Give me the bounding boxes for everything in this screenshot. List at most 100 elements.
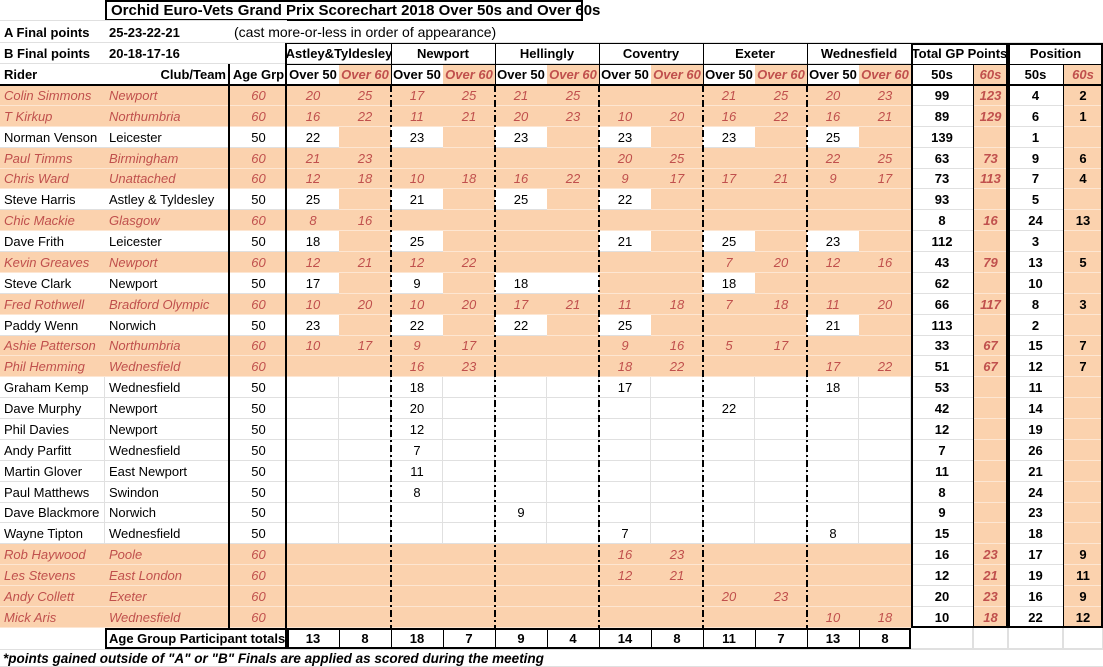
- total-60s-cell[interactable]: 129: [973, 105, 1008, 127]
- position-60s-cell[interactable]: [1063, 231, 1103, 252]
- score-cell[interactable]: [495, 440, 547, 461]
- score-cell[interactable]: [703, 440, 755, 461]
- position-60s-cell[interactable]: [1063, 189, 1103, 211]
- rider-age-group[interactable]: 50: [230, 231, 287, 252]
- score-cell[interactable]: [495, 565, 547, 586]
- age-group-total-cell[interactable]: 8: [673, 631, 681, 646]
- rider-name[interactable]: Mick Aris: [0, 606, 105, 628]
- score-cell[interactable]: 9: [807, 168, 859, 190]
- score-cell[interactable]: 16: [391, 356, 443, 378]
- rider-club[interactable]: East Newport: [105, 461, 230, 482]
- position-60s-cell[interactable]: 9: [1063, 544, 1103, 566]
- score-cell[interactable]: [547, 544, 599, 566]
- position-60s-cell[interactable]: 1: [1063, 105, 1103, 127]
- position-50s-cell[interactable]: 23: [1008, 503, 1063, 524]
- position-50s-header[interactable]: 50s: [1024, 67, 1047, 82]
- score-cell[interactable]: 16: [651, 335, 703, 357]
- position-50s-cell[interactable]: 24: [1008, 210, 1063, 231]
- score-cell[interactable]: 12: [391, 252, 443, 273]
- score-cell[interactable]: 9: [599, 335, 651, 357]
- score-cell[interactable]: [755, 356, 807, 378]
- position-50s-cell[interactable]: 8: [1008, 294, 1063, 315]
- score-cell[interactable]: 23: [547, 105, 599, 127]
- rider-name[interactable]: Phil Davies: [0, 419, 105, 440]
- club-column-header[interactable]: Club/Team: [160, 67, 227, 82]
- score-cell[interactable]: [599, 272, 651, 294]
- age-group-total-cell[interactable]: 8: [881, 631, 889, 646]
- total-60s-cell[interactable]: 67: [973, 356, 1008, 378]
- total-50s-cell[interactable]: 15: [911, 523, 973, 544]
- position-60s-cell[interactable]: [1063, 502, 1103, 524]
- score-cell[interactable]: [755, 544, 807, 566]
- position-50s-cell[interactable]: 19: [1008, 419, 1063, 440]
- score-cell[interactable]: [391, 503, 443, 524]
- score-cell[interactable]: [651, 461, 703, 482]
- score-cell[interactable]: [547, 606, 599, 628]
- score-cell[interactable]: 23: [339, 147, 391, 169]
- score-cell[interactable]: [599, 606, 651, 628]
- position-50s-cell[interactable]: 1: [1008, 127, 1063, 148]
- score-cell[interactable]: [755, 210, 807, 232]
- score-cell[interactable]: [495, 461, 547, 482]
- score-cell[interactable]: 22: [703, 398, 755, 419]
- score-cell[interactable]: [599, 461, 651, 482]
- score-cell[interactable]: 20: [807, 85, 859, 106]
- score-cell[interactable]: 10: [391, 168, 443, 190]
- score-cell[interactable]: [651, 398, 703, 419]
- score-cell[interactable]: [547, 440, 599, 461]
- rider-name[interactable]: Les Stevens: [0, 565, 105, 586]
- position-60s-cell[interactable]: 9: [1063, 586, 1103, 607]
- score-cell[interactable]: [495, 482, 547, 503]
- score-cell[interactable]: [339, 272, 391, 294]
- score-cell[interactable]: 22: [599, 189, 651, 210]
- score-cell[interactable]: [495, 606, 547, 628]
- total-60s-cell[interactable]: 73: [973, 147, 1008, 169]
- score-cell[interactable]: 18: [807, 377, 859, 398]
- total-60s-header[interactable]: 60s: [973, 64, 1008, 85]
- score-cell[interactable]: [859, 377, 911, 398]
- score-cell[interactable]: [651, 126, 703, 148]
- score-cell[interactable]: [547, 126, 599, 148]
- position-60s-cell[interactable]: 4: [1063, 168, 1103, 190]
- total-50s-cell[interactable]: 12: [911, 419, 973, 440]
- position-60s-cell[interactable]: [1063, 126, 1103, 148]
- score-cell[interactable]: [859, 565, 911, 586]
- rider-age-group[interactable]: 50: [230, 482, 287, 503]
- score-cell[interactable]: [651, 231, 703, 252]
- score-cell[interactable]: 23: [391, 127, 443, 148]
- score-cell[interactable]: 23: [287, 315, 339, 336]
- score-cell[interactable]: [599, 482, 651, 503]
- total-50s-cell[interactable]: 16: [911, 544, 973, 565]
- total-50s-cell[interactable]: 53: [911, 377, 973, 398]
- position-50s-cell[interactable]: 19: [1008, 565, 1063, 586]
- score-cell[interactable]: 9: [599, 168, 651, 190]
- rider-club[interactable]: Swindon: [105, 482, 230, 503]
- rider-name[interactable]: Paul Matthews: [0, 482, 105, 503]
- position-60s-cell[interactable]: [1063, 481, 1103, 503]
- total-50s-cell[interactable]: 89: [911, 106, 973, 127]
- score-cell[interactable]: [443, 461, 495, 482]
- score-cell[interactable]: 21: [859, 105, 911, 127]
- age-group-total-cell[interactable]: 7: [777, 631, 785, 646]
- score-cell[interactable]: 8: [807, 523, 859, 544]
- score-cell[interactable]: [339, 503, 391, 524]
- score-cell[interactable]: 11: [807, 293, 859, 315]
- score-cell[interactable]: [755, 482, 807, 503]
- score-cell[interactable]: [547, 461, 599, 482]
- score-cell[interactable]: [443, 586, 495, 607]
- score-cell[interactable]: 25: [599, 315, 651, 336]
- rider-name[interactable]: Ashie Patterson: [0, 335, 105, 357]
- score-cell[interactable]: [651, 210, 703, 232]
- score-cell[interactable]: [443, 440, 495, 461]
- position-50s-cell[interactable]: 13: [1008, 252, 1063, 273]
- score-cell[interactable]: [547, 335, 599, 357]
- over-60-header[interactable]: Over 60: [651, 64, 703, 85]
- score-cell[interactable]: 10: [287, 335, 339, 357]
- venue-header[interactable]: Coventry: [599, 43, 703, 64]
- score-cell[interactable]: 18: [391, 377, 443, 398]
- score-cell[interactable]: [287, 482, 339, 503]
- venue-header[interactable]: Exeter: [703, 43, 807, 64]
- rider-name[interactable]: Steve Harris: [0, 189, 105, 210]
- score-cell[interactable]: [391, 586, 443, 607]
- score-cell[interactable]: [703, 419, 755, 440]
